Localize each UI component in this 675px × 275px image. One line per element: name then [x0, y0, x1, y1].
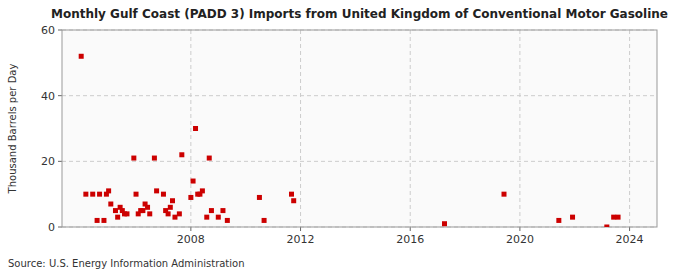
point [154, 188, 159, 193]
plot-frame [62, 30, 657, 227]
tick-mark [58, 227, 62, 228]
axes: 0 20 40 60 2008 2012 2016 2020 2024 [41, 24, 644, 246]
chart: 0 20 40 60 2008 2012 2016 2020 2024 Monthly Gulf … [0, 0, 675, 275]
tick-mark [58, 30, 62, 31]
tick-label: 0 [48, 221, 55, 234]
point [220, 208, 225, 213]
point [556, 218, 561, 223]
point [191, 179, 196, 184]
point [291, 198, 296, 203]
tick-label: 2012 [287, 233, 315, 246]
point [95, 218, 100, 223]
point [147, 211, 152, 216]
point [177, 211, 182, 216]
points [79, 54, 621, 227]
tick-label: 2024 [616, 233, 644, 246]
tick-mark [190, 227, 191, 231]
point [204, 215, 209, 220]
tick-mark [58, 161, 62, 162]
tick-label: 40 [41, 90, 55, 103]
point [200, 188, 205, 193]
point [79, 54, 84, 59]
point [216, 215, 221, 220]
tick-label: 20 [41, 155, 55, 168]
point [611, 215, 616, 220]
grid-line [629, 30, 630, 227]
plot-area [62, 30, 657, 227]
point [83, 192, 88, 197]
point [140, 208, 145, 213]
grid-line [410, 30, 411, 227]
point [289, 192, 294, 197]
grid-line [300, 30, 301, 227]
point [188, 195, 193, 200]
point [106, 188, 111, 193]
grid-line [519, 30, 520, 227]
tick-mark [58, 95, 62, 96]
point [131, 156, 136, 161]
point [101, 218, 106, 223]
point [161, 192, 166, 197]
point [604, 225, 609, 228]
point [207, 156, 212, 161]
point [616, 215, 621, 220]
point [134, 192, 139, 197]
point [113, 208, 118, 213]
point [262, 218, 267, 223]
point [108, 202, 113, 207]
tick-label: 2008 [177, 233, 205, 246]
tick-mark [519, 227, 520, 231]
point [170, 198, 175, 203]
point [115, 215, 120, 220]
point [152, 156, 157, 161]
point [124, 211, 129, 216]
tick-label: 2020 [506, 233, 534, 246]
point [97, 192, 102, 197]
tick-mark [410, 227, 411, 231]
point [193, 126, 198, 131]
point [172, 215, 177, 220]
tick-label: 2016 [396, 233, 424, 246]
y-axis-label: Thousand Barrels per Day [7, 64, 18, 195]
annotation: Source: U.S. Energy Information Administ… [8, 258, 245, 269]
grid [62, 30, 657, 227]
tick-mark [300, 227, 301, 231]
title: Monthly Gulf Coast (PADD 3) Imports from… [51, 7, 668, 21]
grid-line [62, 95, 657, 96]
point [225, 218, 230, 223]
tick-mark [629, 227, 630, 231]
point [209, 208, 214, 213]
point [166, 211, 171, 216]
point [168, 205, 173, 210]
point [179, 152, 184, 157]
point [502, 192, 507, 197]
grid-line [62, 161, 657, 162]
point [570, 215, 575, 220]
point [145, 205, 150, 210]
point [90, 192, 95, 197]
tick-label: 60 [41, 24, 55, 37]
point [257, 195, 262, 200]
point [442, 221, 447, 226]
